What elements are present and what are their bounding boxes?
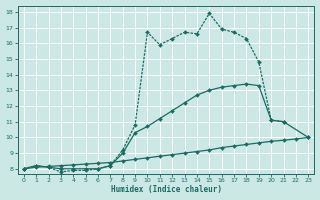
X-axis label: Humidex (Indice chaleur): Humidex (Indice chaleur) (110, 185, 221, 194)
